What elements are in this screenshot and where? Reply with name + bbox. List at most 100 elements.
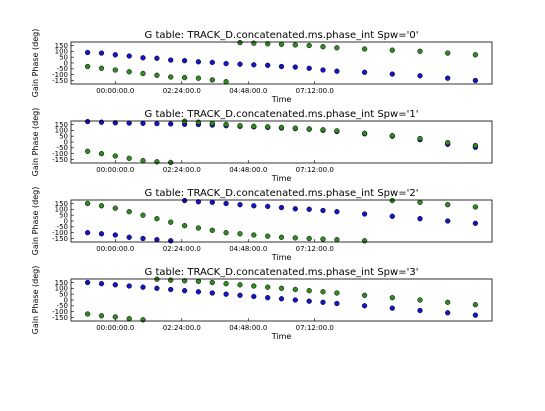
data-point xyxy=(292,125,298,131)
data-point xyxy=(98,119,105,125)
series-blue xyxy=(84,279,479,318)
x-tick-label: 07:12:00.0 xyxy=(296,245,334,253)
data-point xyxy=(306,126,312,132)
plot-frame xyxy=(70,278,493,322)
y-tick-label: 50 xyxy=(59,54,68,62)
data-point xyxy=(154,237,160,243)
data-point xyxy=(278,41,285,47)
data-point xyxy=(112,153,118,159)
data-point xyxy=(278,296,285,302)
data-point xyxy=(361,46,368,52)
data-point xyxy=(237,202,243,208)
data-point xyxy=(472,302,479,308)
x-tick-label: 00:00:00.0 xyxy=(96,324,134,332)
data-point xyxy=(265,41,271,47)
y-axis-label: Gain Phase (deg) xyxy=(31,29,40,98)
data-point xyxy=(417,199,423,205)
series-green xyxy=(84,276,479,323)
data-point xyxy=(251,293,257,300)
x-tick-label: 07:12:00.0 xyxy=(296,87,334,95)
data-point xyxy=(265,295,271,301)
data-point xyxy=(126,155,132,161)
data-point xyxy=(472,204,479,210)
data-point xyxy=(334,290,340,296)
data-point xyxy=(154,216,160,222)
data-point xyxy=(112,282,118,288)
data-point xyxy=(195,199,202,205)
data-point xyxy=(237,231,243,237)
y-tick-label: 150 xyxy=(55,42,68,50)
data-point xyxy=(223,281,229,287)
data-point xyxy=(112,120,118,126)
x-tick-label: 04:48:00.0 xyxy=(229,324,267,332)
data-point xyxy=(265,203,271,210)
y-tick-label: 50 xyxy=(59,291,68,299)
data-point xyxy=(251,123,257,129)
data-point xyxy=(361,238,368,244)
data-point xyxy=(223,79,229,85)
series-blue xyxy=(84,197,479,244)
series-green xyxy=(84,197,479,244)
subplot-1: G table: TRACK_D.concatenated.ms.phase_i… xyxy=(31,108,493,183)
data-point xyxy=(251,40,257,46)
data-point xyxy=(195,119,202,125)
y-tick-label: -150 xyxy=(52,235,68,243)
data-point xyxy=(126,120,132,126)
data-point xyxy=(278,63,285,70)
y-tick-label: 50 xyxy=(59,212,68,220)
data-point xyxy=(389,132,395,139)
data-point xyxy=(361,211,368,217)
data-point xyxy=(445,299,451,305)
y-tick-label: 150 xyxy=(55,200,68,208)
x-tick-label: 04:48:00.0 xyxy=(229,166,267,174)
data-point xyxy=(320,289,326,295)
data-point xyxy=(168,219,174,225)
data-point xyxy=(112,52,118,58)
data-point xyxy=(292,64,298,70)
y-tick-label: -100 xyxy=(52,229,68,237)
data-point xyxy=(98,203,105,209)
data-point xyxy=(306,206,312,212)
y-tick-label: -50 xyxy=(57,223,68,231)
y-tick-label: -150 xyxy=(52,77,68,85)
data-point xyxy=(181,58,188,64)
y-tick-label: 100 xyxy=(55,48,68,56)
data-point xyxy=(417,297,423,303)
x-tick-label: 00:00:00.0 xyxy=(96,166,134,174)
data-point xyxy=(126,283,132,289)
y-tick-label: 150 xyxy=(55,279,68,287)
x-tick-label: 07:12:00.0 xyxy=(296,166,334,174)
data-point xyxy=(84,49,91,56)
data-point xyxy=(195,75,202,81)
y-tick-label: -150 xyxy=(52,314,68,322)
data-point xyxy=(154,55,160,61)
y-tick-label: -100 xyxy=(52,308,68,316)
data-point xyxy=(472,142,479,149)
plot-frame xyxy=(70,120,493,164)
data-point xyxy=(112,205,118,211)
data-point xyxy=(389,295,395,301)
data-point xyxy=(195,278,202,284)
data-point xyxy=(334,237,340,243)
data-point xyxy=(168,121,174,127)
data-point xyxy=(140,212,146,218)
data-point xyxy=(472,52,479,58)
data-point xyxy=(140,120,146,126)
series-blue xyxy=(84,49,479,84)
data-point xyxy=(112,67,118,73)
data-point xyxy=(251,203,257,209)
data-point xyxy=(389,305,395,311)
data-point xyxy=(292,235,298,241)
data-point xyxy=(209,227,215,233)
data-point xyxy=(361,69,368,75)
data-point xyxy=(278,285,285,291)
data-point xyxy=(84,311,91,317)
data-point xyxy=(126,69,132,75)
data-point xyxy=(126,316,132,322)
data-point xyxy=(237,282,243,288)
data-point xyxy=(472,220,479,226)
data-point xyxy=(361,292,368,298)
data-point xyxy=(292,206,298,212)
data-point xyxy=(278,234,285,240)
subplot-title: G table: TRACK_D.concatenated.ms.phase_i… xyxy=(145,109,419,120)
